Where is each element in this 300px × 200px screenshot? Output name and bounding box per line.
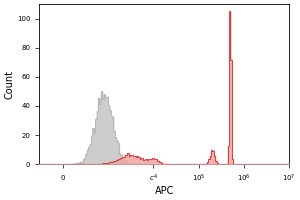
Y-axis label: Count: Count bbox=[4, 70, 14, 99]
X-axis label: APC: APC bbox=[154, 186, 174, 196]
